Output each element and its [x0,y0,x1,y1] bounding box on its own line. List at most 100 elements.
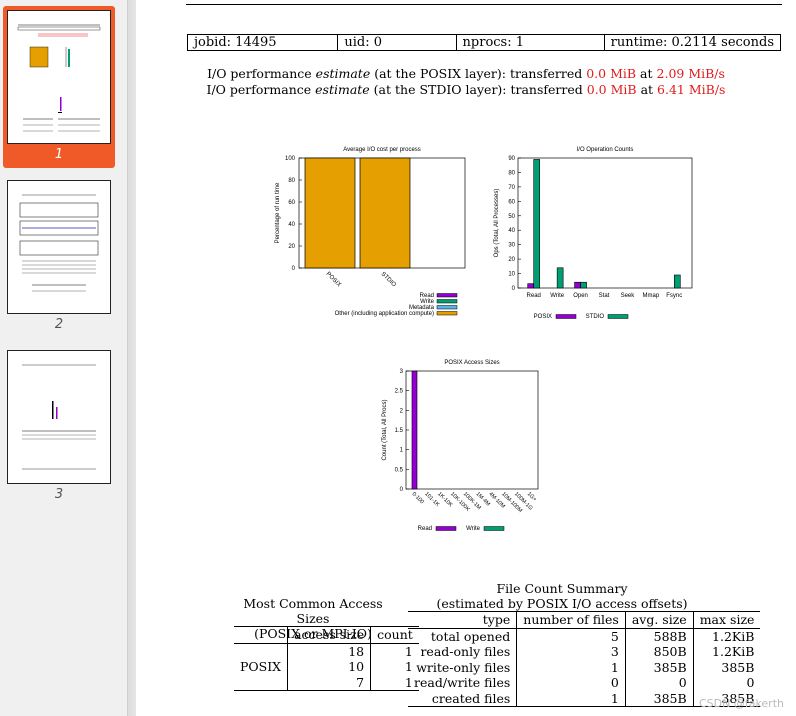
legend-label: Write [420,299,435,305]
legend-swatch [435,526,457,531]
y-tick-label: 90 [508,156,515,162]
thumbnail-page-number: 3 [54,487,64,502]
table-row: created files 1 385B 385B [408,690,761,707]
thumbnail-image [7,10,111,144]
y-axis-label: Percentage of run time [275,182,281,243]
bar [359,157,411,269]
y-tick-label: 50 [508,214,515,220]
bar [556,267,564,289]
posix-performance-line: I/O performance estimate (at the POSIX l… [207,66,725,81]
page-thumbnail-3[interactable]: 3 [3,346,115,508]
y-tick-label: 3 [400,369,404,375]
legend-swatch [436,311,458,316]
legend-label: POSIX [534,314,552,320]
y-axis-label: Count (Total, All Procs) [382,399,388,460]
table-row: total opened 5 588B 1.2KiB [408,628,760,644]
bar [304,157,356,269]
y-tick-label: 60 [508,199,515,205]
y-tick-label: 0.5 [395,467,404,473]
runtime-cell: runtime: 0.2114 seconds [603,34,782,51]
x-tick-label: Mmap [643,293,660,299]
x-tick-label: Fsync [666,293,682,299]
job-summary-table: jobid: 14495 uid: 0 nprocs: 1 runtime: 0… [186,34,782,51]
legend-label: Metadata [409,305,435,311]
y-tick-label: 40 [508,228,515,234]
table-row: POSIX 18 1 [234,643,419,691]
y-tick-label: 40 [288,222,295,228]
x-tick-label: Write [550,293,565,299]
legend-swatch [483,526,505,531]
access-sizes-table: access size count POSIX 18 1 10 1 7 1 [234,626,419,691]
chart-title: I/O Operation Counts [577,147,634,153]
legend-label: Read [418,526,432,532]
legend-label: STDIO [586,314,605,320]
x-tick-label: Seek [621,293,636,299]
bar [527,283,535,289]
page-top-rule [186,4,782,5]
y-tick-label: 1.5 [395,428,404,434]
x-tick-label: POSIX [325,271,342,288]
y-tick-label: 70 [508,185,515,191]
table-row: write-only files 1 385B 385B [408,659,760,675]
x-tick-label: Stat [599,293,610,299]
posix-group-label: POSIX [234,643,288,691]
legend-label: Write [466,526,481,532]
table-row: read-only files 3 850B 1.2KiB [408,644,760,660]
io-operation-counts-chart: I/O Operation Counts 0 10 20 30 40 50 60 70 80 90 O… [494,147,693,320]
count-header: count [377,627,413,642]
bar [580,281,587,289]
table-row: 10 1 [234,659,419,675]
bar [673,274,681,289]
stdio-performance-line: I/O performance estimate (at the STDIO l… [206,82,726,97]
y-tick-label: 2 [400,408,404,414]
plot-frame [517,157,693,289]
stdio-transferred-amount: 0.0 MiB [586,82,637,97]
y-tick-label: 0 [512,286,516,292]
legend-swatch [607,314,629,319]
legend-label: Read [420,293,434,299]
x-tick-label: Read [527,293,541,299]
page-thumbnail-1[interactable]: 1 [3,6,115,168]
plot-frame [405,370,539,490]
posix-rate: 2.09 MiB/s [656,66,725,81]
io-cost-chart: Average I/O cost per process 0 20 40 60 80 100… [275,147,466,317]
thumbnail-page-number: 2 [54,317,64,332]
watermark: CSDN @fakerth [698,697,784,710]
table-row: read/write files 0 0 0 [408,675,760,691]
bar [533,159,541,289]
legend-swatch [436,305,458,310]
y-tick-label: 1 [400,448,404,454]
y-tick-label: 60 [288,200,295,206]
stdio-rate: 6.41 MiB/s [657,82,726,97]
x-tick-label: Open [573,293,588,299]
y-tick-label: 20 [288,244,295,250]
nprocs-cell: nprocs: 1 [455,34,605,51]
legend-label: Other (including application compute) [335,311,434,317]
legend-swatch [436,293,458,298]
y-tick-label: 2.5 [395,389,404,395]
y-tick-label: 100 [285,156,296,162]
posix-transferred-amount: 0.0 MiB [586,66,637,81]
y-tick-label: 10 [508,272,515,278]
y-axis-label: Ops (Total, All Processes) [494,189,500,258]
chart-title: POSIX Access Sizes [444,360,499,366]
y-tick-label: 20 [508,257,515,263]
y-tick-label: 0 [400,487,404,493]
file-count-table: type number of files avg. size max size … [408,611,761,707]
bar [574,281,581,289]
thumbnail-image [7,350,111,484]
uid-cell: uid: 0 [337,34,457,51]
y-tick-label: 30 [508,243,515,249]
legend-swatch [555,314,577,319]
y-tick-label: 80 [288,178,295,184]
x-tick-label: 0-100 [411,491,425,505]
page-thumbnail-2[interactable]: 2 [3,176,115,338]
y-tick-label: 80 [508,170,515,176]
page-thumbnail-sidebar: 1 2 [0,0,128,716]
file-count-title: File Count Summary (estimated by POSIX I… [436,581,688,611]
chart-title: Average I/O cost per process [343,147,421,153]
jobid-cell: jobid: 14495 [186,34,339,51]
posix-access-sizes-chart: POSIX Access Sizes 0 0.5 1 1.5 2 2.5 3 Count (To… [382,360,539,532]
legend-swatch [436,299,458,304]
x-tick-label: 1G+ [526,491,538,503]
